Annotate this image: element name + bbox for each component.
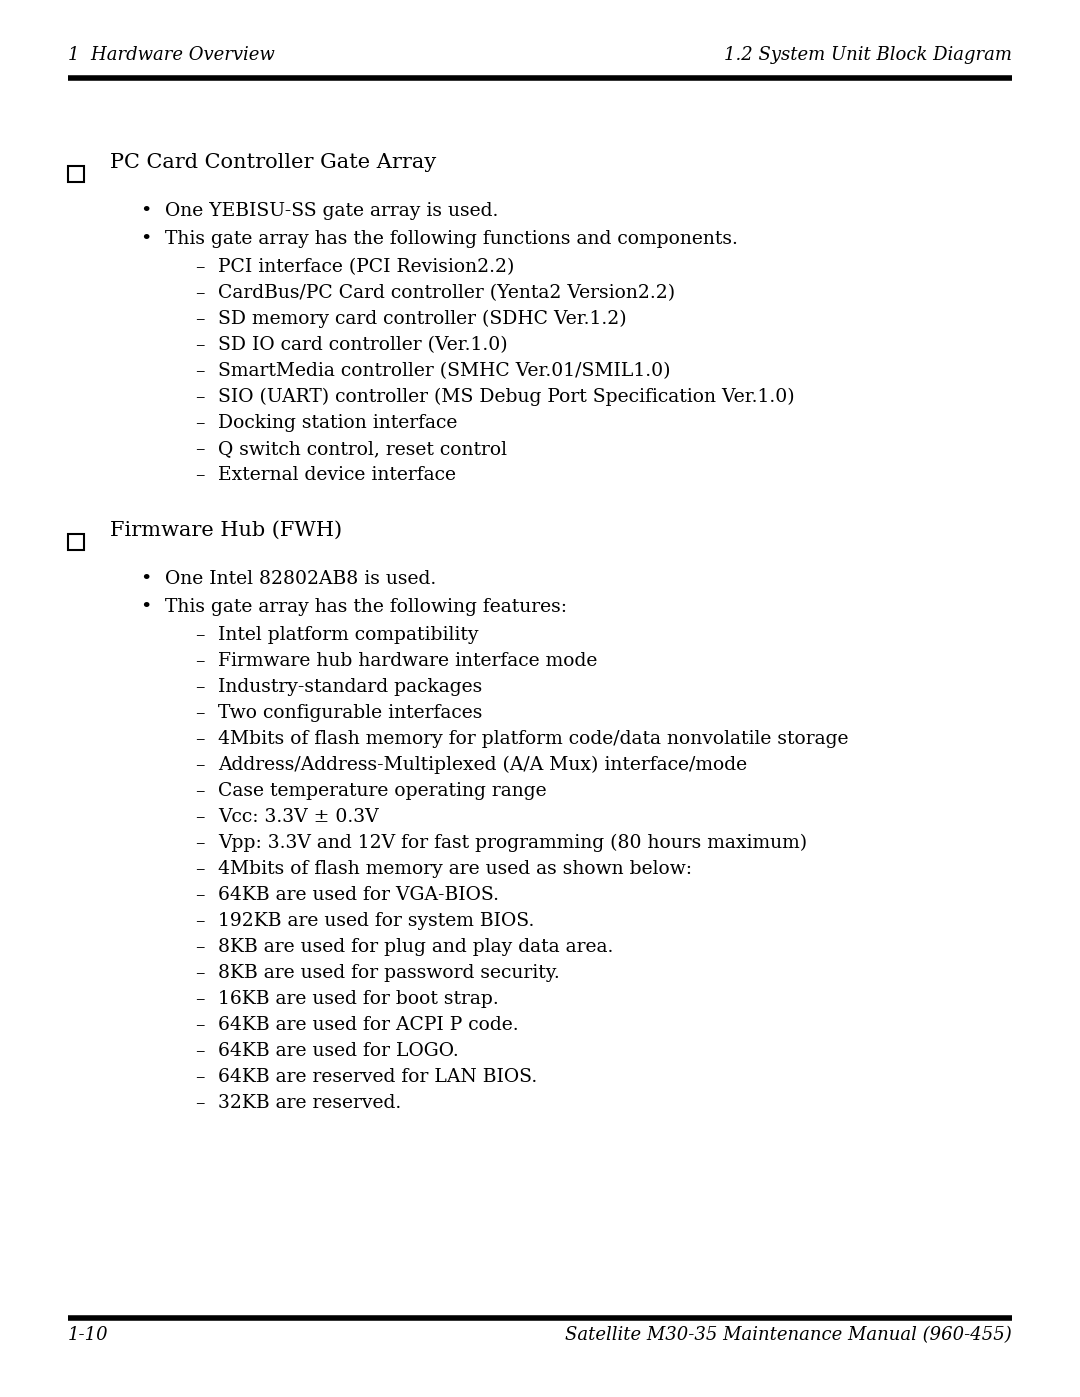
Text: This gate array has the following functions and components.: This gate array has the following functi…: [165, 231, 738, 249]
Text: –: –: [195, 362, 204, 380]
Text: SmartMedia controller (SMHC Ver.01/SMIL1.0): SmartMedia controller (SMHC Ver.01/SMIL1…: [218, 362, 671, 380]
Text: 64KB are used for VGA-BIOS.: 64KB are used for VGA-BIOS.: [218, 886, 499, 904]
Text: –: –: [195, 652, 204, 671]
Text: Industry-standard packages: Industry-standard packages: [218, 678, 483, 696]
Text: 4Mbits of flash memory are used as shown below:: 4Mbits of flash memory are used as shown…: [218, 861, 692, 877]
Text: –: –: [195, 912, 204, 930]
Text: –: –: [195, 861, 204, 877]
Text: –: –: [195, 704, 204, 722]
Text: –: –: [195, 834, 204, 852]
Text: Vpp: 3.3V and 12V for fast programming (80 hours maximum): Vpp: 3.3V and 12V for fast programming (…: [218, 834, 807, 852]
Text: –: –: [195, 284, 204, 302]
Text: •: •: [140, 570, 151, 588]
Text: –: –: [195, 414, 204, 432]
Text: SD IO card controller (Ver.1.0): SD IO card controller (Ver.1.0): [218, 337, 508, 353]
Text: –: –: [195, 990, 204, 1009]
Text: –: –: [195, 886, 204, 904]
Text: PCI interface (PCI Revision2.2): PCI interface (PCI Revision2.2): [218, 258, 514, 277]
Text: –: –: [195, 388, 204, 407]
Text: This gate array has the following features:: This gate array has the following featur…: [165, 598, 567, 616]
Text: –: –: [195, 626, 204, 644]
Text: Two configurable interfaces: Two configurable interfaces: [218, 704, 483, 722]
Text: •: •: [140, 231, 151, 249]
Text: –: –: [195, 1094, 204, 1112]
Text: PC Card Controller Gate Array: PC Card Controller Gate Array: [110, 154, 436, 172]
Text: –: –: [195, 937, 204, 956]
Bar: [68, 534, 84, 550]
Text: –: –: [195, 1042, 204, 1060]
Text: –: –: [195, 310, 204, 328]
Text: 32KB are reserved.: 32KB are reserved.: [218, 1094, 402, 1112]
Text: 1-10: 1-10: [68, 1326, 109, 1344]
Bar: [68, 166, 84, 182]
Text: One YEBISU-SS gate array is used.: One YEBISU-SS gate array is used.: [165, 203, 498, 219]
Text: 1.2 System Unit Block Diagram: 1.2 System Unit Block Diagram: [724, 46, 1012, 64]
Text: 64KB are reserved for LAN BIOS.: 64KB are reserved for LAN BIOS.: [218, 1067, 537, 1085]
Text: External device interface: External device interface: [218, 467, 456, 483]
Text: CardBus/PC Card controller (Yenta2 Version2.2): CardBus/PC Card controller (Yenta2 Versi…: [218, 284, 675, 302]
Text: –: –: [195, 337, 204, 353]
Text: Satellite M30-35 Maintenance Manual (960-455): Satellite M30-35 Maintenance Manual (960…: [565, 1326, 1012, 1344]
Text: 64KB are used for ACPI P code.: 64KB are used for ACPI P code.: [218, 1016, 518, 1034]
Text: 4Mbits of flash memory for platform code/data nonvolatile storage: 4Mbits of flash memory for platform code…: [218, 731, 849, 747]
Text: Vcc: 3.3V ± 0.3V: Vcc: 3.3V ± 0.3V: [218, 807, 379, 826]
Text: –: –: [195, 964, 204, 982]
Text: Address/Address-Multiplexed (A/A Mux) interface/mode: Address/Address-Multiplexed (A/A Mux) in…: [218, 756, 747, 774]
Text: –: –: [195, 467, 204, 483]
Text: One Intel 82802AB8 is used.: One Intel 82802AB8 is used.: [165, 570, 436, 588]
Text: Docking station interface: Docking station interface: [218, 414, 457, 432]
Text: Firmware Hub (FWH): Firmware Hub (FWH): [110, 521, 342, 541]
Text: Q switch control, reset control: Q switch control, reset control: [218, 440, 507, 458]
Text: •: •: [140, 203, 151, 219]
Text: –: –: [195, 678, 204, 696]
Text: –: –: [195, 440, 204, 458]
Text: •: •: [140, 598, 151, 616]
Text: –: –: [195, 1067, 204, 1085]
Text: 1  Hardware Overview: 1 Hardware Overview: [68, 46, 274, 64]
Text: –: –: [195, 731, 204, 747]
Text: Case temperature operating range: Case temperature operating range: [218, 782, 546, 800]
Text: –: –: [195, 807, 204, 826]
Text: –: –: [195, 1016, 204, 1034]
Text: 64KB are used for LOGO.: 64KB are used for LOGO.: [218, 1042, 459, 1060]
Text: SD memory card controller (SDHC Ver.1.2): SD memory card controller (SDHC Ver.1.2): [218, 310, 626, 328]
Text: Firmware hub hardware interface mode: Firmware hub hardware interface mode: [218, 652, 597, 671]
Text: 192KB are used for system BIOS.: 192KB are used for system BIOS.: [218, 912, 535, 930]
Text: –: –: [195, 782, 204, 800]
Text: –: –: [195, 756, 204, 774]
Text: –: –: [195, 258, 204, 277]
Text: 8KB are used for plug and play data area.: 8KB are used for plug and play data area…: [218, 937, 613, 956]
Text: SIO (UART) controller (MS Debug Port Specification Ver.1.0): SIO (UART) controller (MS Debug Port Spe…: [218, 388, 795, 407]
Text: 8KB are used for password security.: 8KB are used for password security.: [218, 964, 559, 982]
Text: 16KB are used for boot strap.: 16KB are used for boot strap.: [218, 990, 499, 1009]
Text: Intel platform compatibility: Intel platform compatibility: [218, 626, 478, 644]
